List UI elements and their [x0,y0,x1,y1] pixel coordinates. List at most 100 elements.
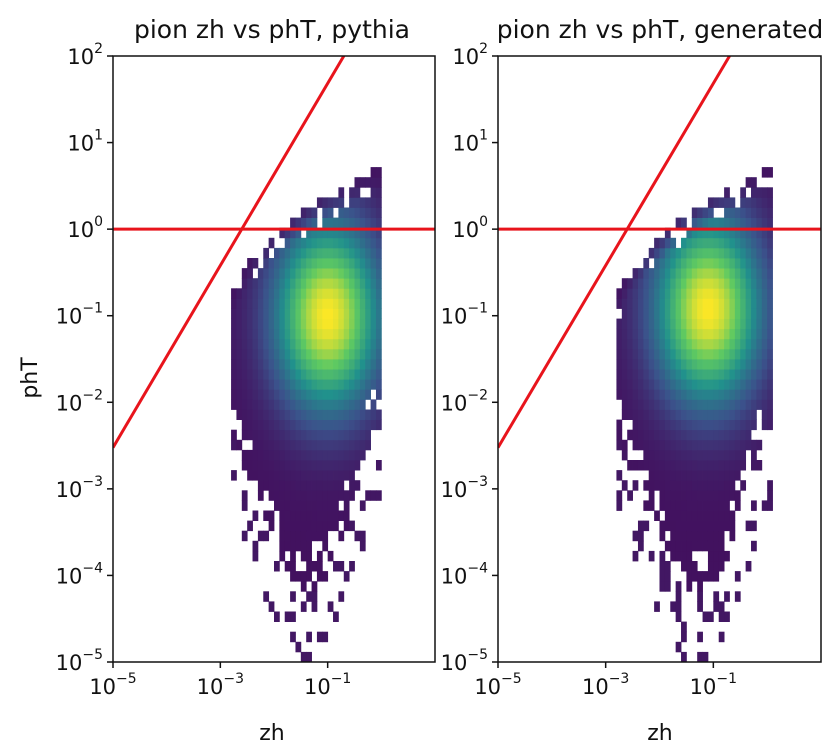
heatmap-cell [761,318,768,330]
heatmap-cell [681,217,687,229]
heatmap-cell [354,379,361,390]
heatmap-cell [375,217,382,229]
heatmap-cell [359,389,366,400]
heatmap-cell [290,278,296,289]
heatmap-cell [354,288,361,299]
heatmap-cell [316,550,323,562]
heatmap-cell [316,439,323,451]
heatmap-cell [241,318,248,330]
heatmap-cell [354,328,361,340]
heatmap-cell [354,429,361,441]
heatmap-cell [740,237,747,249]
heatmap-cell [349,247,355,259]
heatmap-cell [729,348,736,360]
heatmap-cell [322,247,329,259]
heatmap-cell [616,500,623,511]
heatmap-cell [349,399,355,410]
heatmap-cell [354,409,361,420]
heatmap-cell [316,258,323,269]
heatmap-cell [675,530,682,542]
y-tick-label: 102 [67,41,103,69]
heatmap-cell [654,399,660,410]
heatmap-cell [236,389,243,400]
heatmap-cell [756,399,763,410]
heatmap-cell [718,379,725,390]
heatmap-cell [359,500,366,511]
heatmap-cell [686,359,693,370]
heatmap-cell [284,399,291,410]
heatmap-cell [375,460,382,471]
heatmap-cell [729,369,736,380]
heatmap-cell [707,571,714,582]
x-tick-label: 10−1 [304,671,351,699]
heatmap-cell [247,399,253,410]
heatmap-cell [675,540,682,552]
heatmap-cell [621,328,628,340]
y-tick-label: 10−4 [56,560,103,588]
heatmap-cell [327,480,334,491]
heatmap-cell [729,490,736,501]
heatmap-cell [274,389,280,400]
heatmap-cell [349,359,355,370]
heatmap-cell [697,581,703,592]
heatmap-cell [734,460,741,471]
heatmap-cell [343,409,350,420]
heatmap-cell [707,298,714,309]
heatmap-cell [702,318,709,330]
heatmap-cell [268,510,275,521]
heatmap-cell [724,480,730,491]
panel-pythia: pion zh vs phT, pythia phT zh 10−510−410… [18,15,436,746]
heatmap-cell [702,429,709,441]
heatmap-cell [257,389,264,400]
heatmap-cell [718,631,725,643]
heatmap-cell [691,449,698,461]
heatmap-cell [306,530,312,542]
heatmap-cell [316,631,323,643]
heatmap-cell [311,490,318,501]
heatmap-cell [681,318,687,330]
heatmap-cell [370,247,377,259]
heatmap-cell [761,247,768,259]
heatmap-cell [637,399,644,410]
heatmap-cell [675,601,682,612]
heatmap-cell [338,278,345,289]
heatmap-cell [279,389,286,400]
heatmap-cell [241,490,248,501]
heatmap-cell [718,540,725,552]
heatmap-cell [370,298,377,309]
heatmap-cell [643,409,650,420]
heatmap-cell [718,520,725,532]
heatmap-cell [643,348,650,360]
heatmap-cell [681,480,687,491]
heatmap-cell [327,460,334,471]
heatmap-cell [654,510,660,521]
heatmap-cell [691,540,698,552]
heatmap-cell [734,379,741,390]
heatmap-cell [338,237,345,249]
heatmap-cell [359,227,366,239]
heatmap-cell [718,490,725,501]
heatmap-cell [681,631,687,643]
heatmap-cell [279,359,286,370]
heatmap-cell [686,399,693,410]
heatmap-cell [702,439,709,451]
heatmap-cell [686,318,693,330]
heatmap-cell [257,449,264,461]
heatmap-cell [370,237,377,249]
heatmap-cell [349,520,355,532]
heatmap-cell [268,439,275,451]
heatmap-cell [349,561,355,572]
heatmap-cell [702,369,709,380]
heatmap-cell [724,379,730,390]
heatmap-cell [702,470,709,481]
heatmap-cell [370,379,377,390]
heatmap-cell [306,308,312,319]
heatmap-cell [697,288,703,299]
heatmap-cell [365,207,371,218]
heatmap-cell [675,480,682,491]
heatmap-cell [648,298,655,309]
heatmap-cell [729,268,736,279]
heatmap-cell [745,399,752,410]
heatmap-cell [263,470,270,481]
